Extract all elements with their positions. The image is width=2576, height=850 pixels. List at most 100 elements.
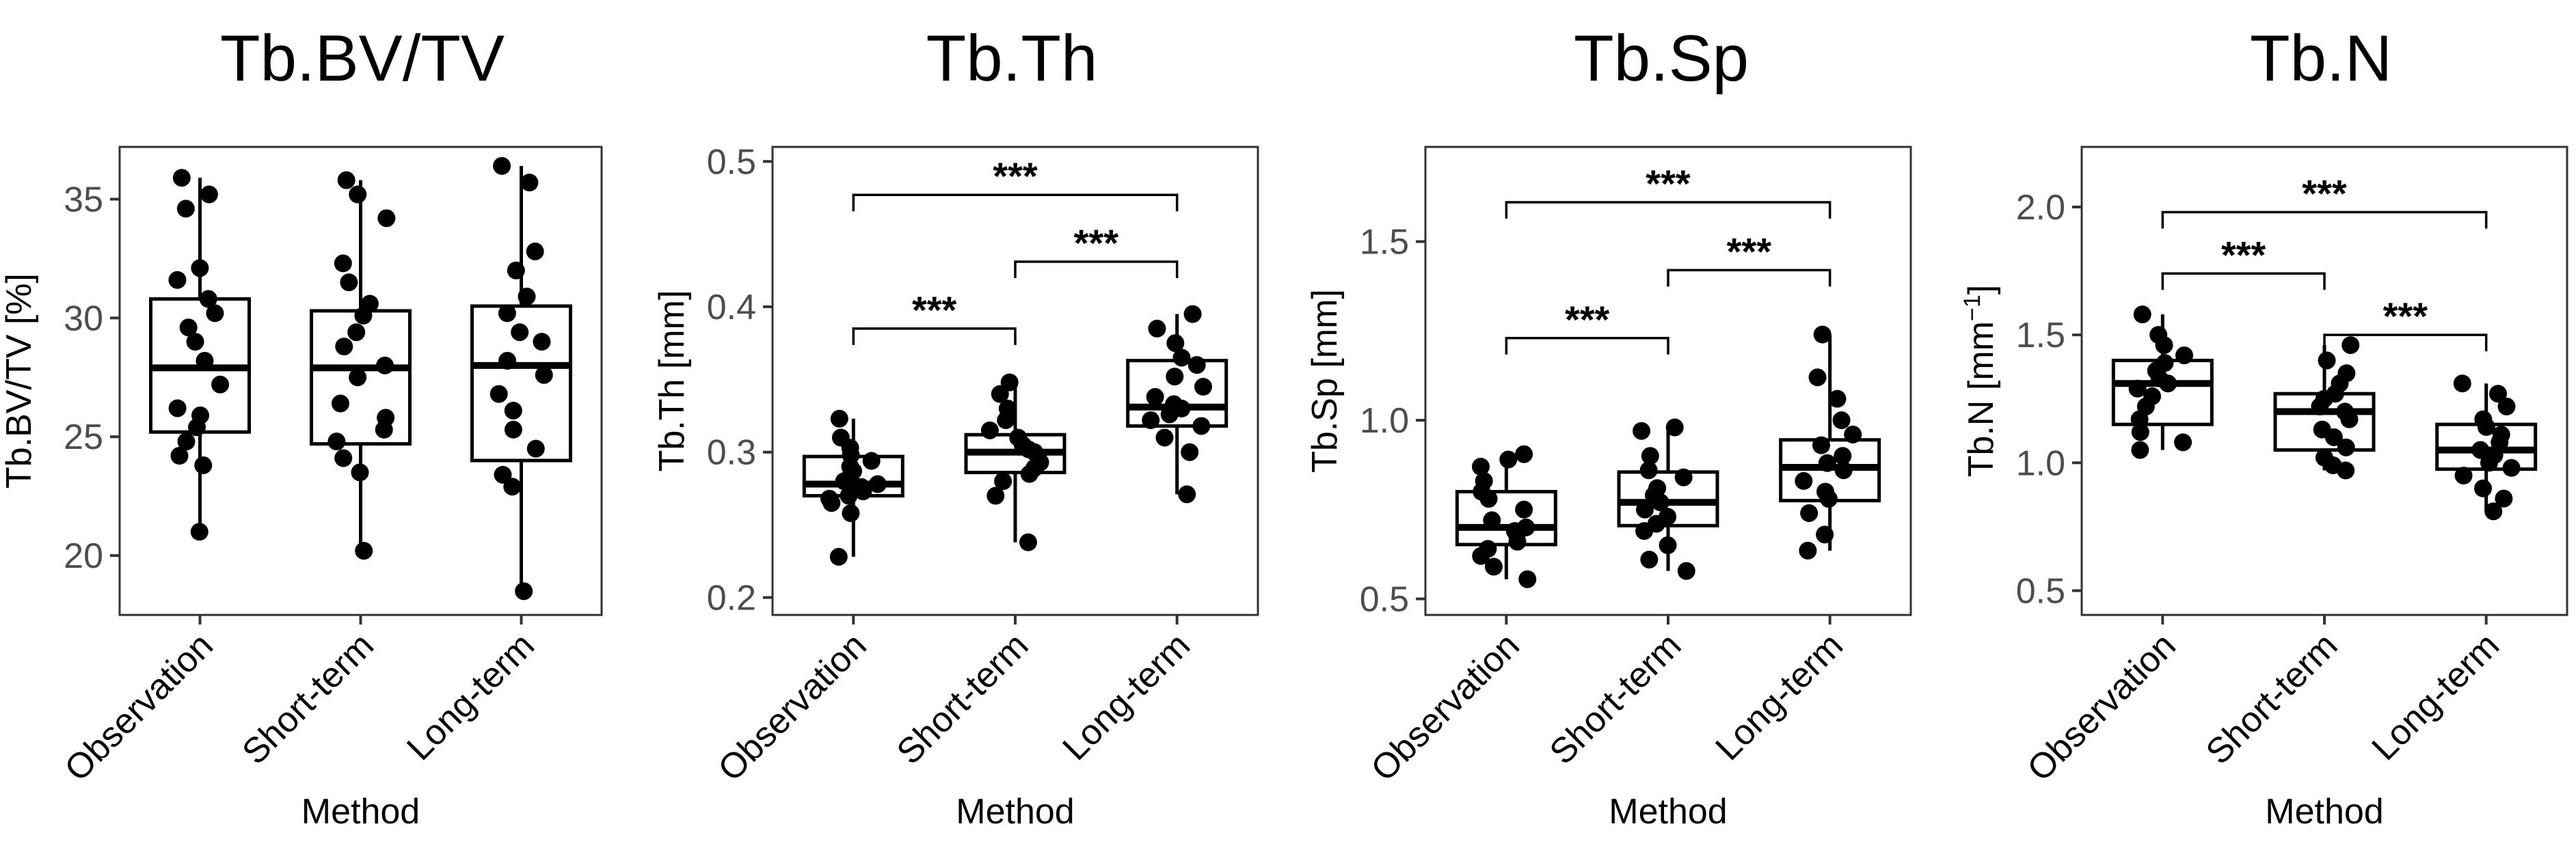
data-point — [1188, 356, 1206, 374]
data-point — [1484, 558, 1503, 576]
data-point — [172, 169, 191, 187]
data-point — [1471, 457, 1490, 476]
significance-label: *** — [1565, 298, 1610, 341]
data-point — [2474, 410, 2493, 428]
data-point — [2149, 326, 2168, 344]
data-point — [504, 420, 522, 439]
data-point — [1517, 518, 1535, 536]
data-point — [1677, 562, 1695, 580]
significance-bracket — [2161, 210, 2488, 229]
panel-2: Tb.Th 0.2 0.3 0.4 0.5 Tb.Th [mm] Observation Sh… — [652, 22, 1259, 832]
data-point — [2337, 364, 2356, 383]
data-point — [2471, 441, 2490, 459]
significance-bracket — [852, 193, 1179, 212]
significance-label: *** — [993, 154, 1038, 197]
data-point — [1808, 368, 1827, 387]
data-point — [2492, 426, 2510, 444]
data-point — [360, 294, 379, 313]
data-point — [190, 523, 209, 541]
data-point — [1813, 325, 1832, 344]
y-tick-label: 1.5 — [1360, 223, 1409, 262]
data-point — [535, 366, 553, 384]
data-point — [168, 271, 187, 289]
data-point — [503, 478, 522, 496]
data-point — [987, 486, 1005, 505]
x-tick-label: Long-term — [2365, 625, 2508, 768]
data-point — [840, 486, 858, 505]
data-point — [1194, 378, 1212, 396]
data-point — [1834, 461, 1853, 480]
data-point — [504, 401, 522, 420]
data-point — [351, 463, 369, 482]
x-tick-label: Long-term — [1056, 625, 1198, 768]
data-point — [829, 547, 848, 566]
significance-bracket — [1505, 201, 1832, 219]
y-axis-label: Tb.BV/TV [%] — [0, 273, 39, 489]
data-point — [170, 447, 189, 465]
data-point — [1640, 550, 1659, 568]
data-point — [526, 242, 544, 260]
panel-title: Tb.N — [2250, 22, 2392, 95]
data-point — [1183, 305, 1202, 323]
data-point — [1659, 508, 1677, 526]
data-point — [334, 254, 352, 273]
panel-title: Tb.BV/TV — [220, 22, 505, 95]
data-point — [820, 489, 839, 508]
y-tick-label: 20 — [64, 536, 103, 576]
significance-bracket — [1014, 260, 1179, 279]
box-observation — [1455, 490, 1557, 547]
data-point — [507, 261, 525, 279]
data-point — [994, 472, 1012, 491]
y-tick-label: 0.5 — [2016, 571, 2065, 611]
data-point — [2336, 402, 2354, 421]
data-point — [1172, 348, 1191, 367]
data-point — [533, 333, 551, 351]
x-tick-label: Observation — [1364, 625, 1527, 789]
data-point — [1142, 411, 1160, 429]
data-point — [168, 399, 187, 417]
data-point — [1832, 411, 1851, 430]
data-point — [186, 333, 204, 351]
data-point — [347, 323, 366, 342]
data-point — [206, 304, 224, 323]
significance-label: *** — [1646, 162, 1691, 205]
data-point — [862, 452, 881, 470]
data-point — [334, 449, 353, 467]
x-tick-label: Long-term — [1708, 625, 1851, 768]
data-point — [1475, 471, 1493, 490]
data-point — [998, 399, 1017, 417]
data-point — [196, 351, 214, 370]
data-point — [179, 318, 198, 337]
data-point — [377, 409, 395, 427]
data-point — [2175, 346, 2194, 365]
y-tick-label: 30 — [64, 299, 103, 338]
data-point — [1479, 540, 1497, 558]
x-tick-label: Short-term — [1542, 625, 1689, 772]
significance-bracket — [2161, 272, 2326, 290]
data-point — [176, 200, 195, 218]
significance-bracket — [2323, 333, 2488, 352]
data-point — [191, 259, 209, 277]
data-point — [1834, 447, 1852, 465]
data-point — [498, 304, 516, 323]
data-point — [1178, 485, 1196, 504]
data-point — [2502, 458, 2521, 477]
data-point — [2174, 433, 2192, 452]
significance-label: *** — [2383, 294, 2428, 338]
data-point — [1499, 450, 1518, 469]
y-axis-label: Tb.Sp [mm] — [1305, 289, 1345, 473]
data-point — [2453, 374, 2471, 393]
data-point — [2497, 397, 2516, 415]
x-tick-label: Observation — [711, 625, 874, 789]
data-point — [376, 356, 394, 374]
x-tick-label: Long-term — [399, 625, 542, 768]
y-tick-label: 1.5 — [2016, 316, 2065, 355]
data-point — [340, 273, 358, 292]
y-axis-label-superscript: −1 — [1959, 294, 1985, 321]
data-point — [331, 394, 349, 413]
y-axis-label-suffix: ] — [1961, 285, 2001, 294]
data-point — [520, 174, 539, 192]
panel-4: Tb.N 0.5 1.0 1.5 2.0 Tb.N [mm−1] Observation Sh… — [1959, 22, 2568, 832]
data-point — [2488, 385, 2507, 403]
